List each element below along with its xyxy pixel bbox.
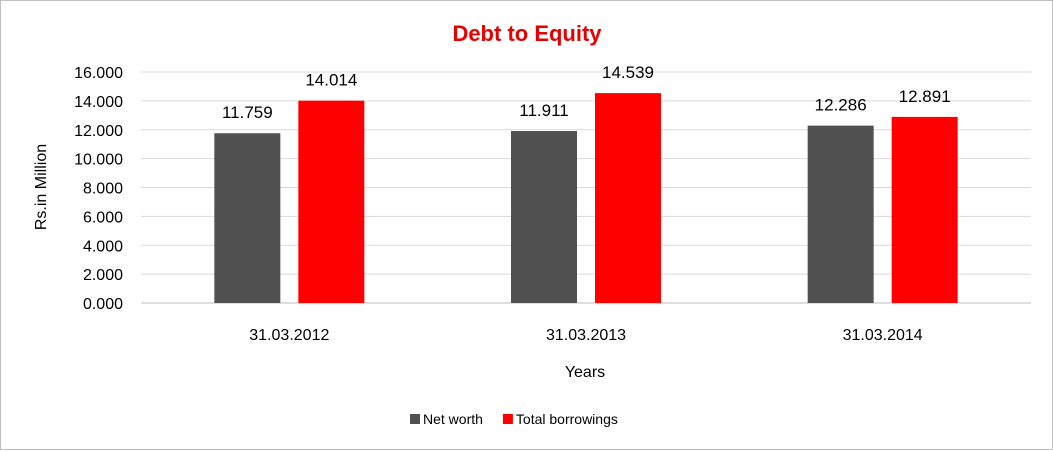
y-tick-label: 16.000 [74, 65, 123, 82]
x-category-label: 31.03.2012 [249, 327, 329, 344]
x-category-label: 31.03.2013 [546, 327, 626, 344]
legend-swatch [502, 414, 513, 424]
y-tick-label: 8.000 [83, 181, 123, 198]
legend-swatch [410, 414, 420, 424]
bars [214, 93, 958, 303]
y-tick-label: 4.000 [83, 238, 123, 255]
data-label: 12.286 [815, 96, 867, 115]
data-label: 11.911 [519, 101, 568, 120]
bar-total-borrowings [595, 93, 661, 303]
chart-title: Debt to Equity [452, 21, 602, 46]
bar-total-borrowings [891, 116, 958, 303]
y-tick-label: 14.000 [74, 94, 123, 111]
y-tick-label: 0.000 [83, 296, 123, 313]
data-label: 14.014 [305, 71, 357, 90]
data-labels: 11.759 14.014 11.911 14.539 12.286 12.891 [222, 63, 951, 122]
y-tick-label: 10.000 [74, 152, 123, 169]
data-label: 11.759 [222, 103, 273, 122]
legend-label: Total borrowings [516, 411, 618, 427]
y-axis-title: Rs.in Million [33, 144, 50, 230]
x-category-label: 31.03.2014 [843, 327, 923, 344]
data-label: 14.539 [602, 63, 654, 82]
y-tick-label: 6.000 [83, 209, 123, 226]
legend-label: Net worth [423, 411, 483, 427]
x-axis-title: Years [565, 364, 605, 381]
gridlines [141, 71, 1031, 304]
y-axis-ticks: 0.000 2.000 4.000 6.000 8.000 10.000 12.000 14.… [74, 65, 123, 313]
legend: Net worth Total borrowings [410, 411, 618, 427]
data-label: 12.891 [899, 87, 951, 106]
y-tick-label: 2.000 [83, 267, 123, 284]
x-axis-categories: 31.03.2012 31.03.2013 31.03.2014 [249, 327, 923, 344]
bar-net-worth [214, 133, 281, 303]
bar-net-worth [807, 125, 874, 303]
bar-net-worth [511, 131, 577, 303]
y-tick-label: 12.000 [74, 123, 123, 140]
bar-total-borrowings [298, 100, 365, 303]
